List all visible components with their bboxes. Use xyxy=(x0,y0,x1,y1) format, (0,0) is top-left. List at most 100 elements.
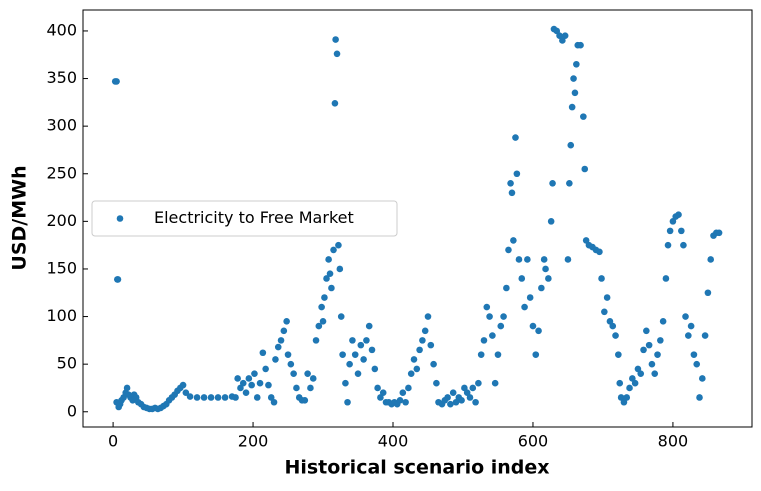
y-tick-label: 50 xyxy=(57,354,77,373)
point xyxy=(452,398,460,406)
point xyxy=(466,394,474,401)
point xyxy=(328,284,335,292)
point xyxy=(654,351,661,358)
point xyxy=(707,256,715,263)
point xyxy=(640,346,647,354)
point xyxy=(659,318,667,325)
point xyxy=(518,275,526,282)
point xyxy=(657,337,664,344)
point xyxy=(483,303,491,311)
point xyxy=(573,60,580,68)
point xyxy=(505,246,512,254)
x-tick-label: 0 xyxy=(108,432,118,451)
point xyxy=(242,389,250,397)
point xyxy=(262,365,269,373)
point xyxy=(577,41,584,49)
point xyxy=(326,270,334,278)
point xyxy=(491,379,499,387)
point xyxy=(280,327,288,335)
point xyxy=(284,351,292,358)
point xyxy=(489,332,496,339)
point xyxy=(396,397,404,404)
point xyxy=(234,375,241,382)
point xyxy=(321,294,328,301)
point xyxy=(283,318,290,325)
point xyxy=(307,384,314,392)
point xyxy=(309,375,317,382)
point xyxy=(620,398,628,406)
point xyxy=(374,384,381,392)
point xyxy=(123,384,131,392)
point xyxy=(259,349,267,357)
point xyxy=(643,327,650,335)
point xyxy=(274,343,282,351)
point xyxy=(567,141,575,149)
legend-marker xyxy=(116,215,124,222)
point xyxy=(253,394,261,401)
point xyxy=(521,303,528,311)
y-axis-label: USD/MWh xyxy=(9,165,31,270)
point xyxy=(616,379,624,387)
point xyxy=(678,227,685,235)
point xyxy=(480,337,488,344)
point xyxy=(699,375,706,382)
point xyxy=(701,332,709,339)
y-tick-label: 350 xyxy=(46,68,77,87)
point xyxy=(427,341,435,349)
point xyxy=(354,370,362,377)
point xyxy=(529,322,537,330)
point xyxy=(251,370,258,377)
x-tick-label: 200 xyxy=(238,432,269,451)
point xyxy=(179,381,187,389)
point xyxy=(666,227,674,235)
point xyxy=(669,218,677,225)
point xyxy=(421,327,429,335)
point xyxy=(513,170,521,178)
point xyxy=(469,384,477,392)
point xyxy=(538,284,545,292)
point xyxy=(301,397,309,404)
point xyxy=(267,394,275,401)
point xyxy=(335,241,342,249)
point xyxy=(463,389,471,397)
point xyxy=(696,394,703,401)
y-tick-label: 300 xyxy=(46,116,77,135)
point xyxy=(526,294,534,301)
point xyxy=(214,394,222,401)
point xyxy=(319,318,327,325)
point xyxy=(360,356,367,363)
point xyxy=(648,360,656,368)
point xyxy=(365,322,373,330)
point xyxy=(675,211,682,218)
point xyxy=(399,389,407,397)
point xyxy=(615,351,622,358)
point xyxy=(561,32,569,40)
point xyxy=(507,179,514,187)
point xyxy=(715,229,723,237)
point xyxy=(508,189,516,197)
point xyxy=(290,370,297,377)
point xyxy=(377,394,384,401)
point xyxy=(346,360,353,368)
point xyxy=(323,275,330,282)
point xyxy=(458,397,465,404)
point xyxy=(704,289,712,297)
point xyxy=(304,370,311,377)
point xyxy=(293,384,300,392)
point xyxy=(475,379,482,387)
point xyxy=(542,265,549,273)
point xyxy=(272,356,279,363)
point xyxy=(277,337,285,344)
point xyxy=(680,241,687,249)
point xyxy=(379,389,387,397)
point xyxy=(416,346,423,354)
point xyxy=(245,375,253,382)
point xyxy=(556,32,563,40)
point xyxy=(566,179,573,187)
point xyxy=(545,275,552,282)
point xyxy=(332,36,339,43)
point xyxy=(626,384,633,392)
point xyxy=(580,113,587,120)
point xyxy=(239,379,247,387)
